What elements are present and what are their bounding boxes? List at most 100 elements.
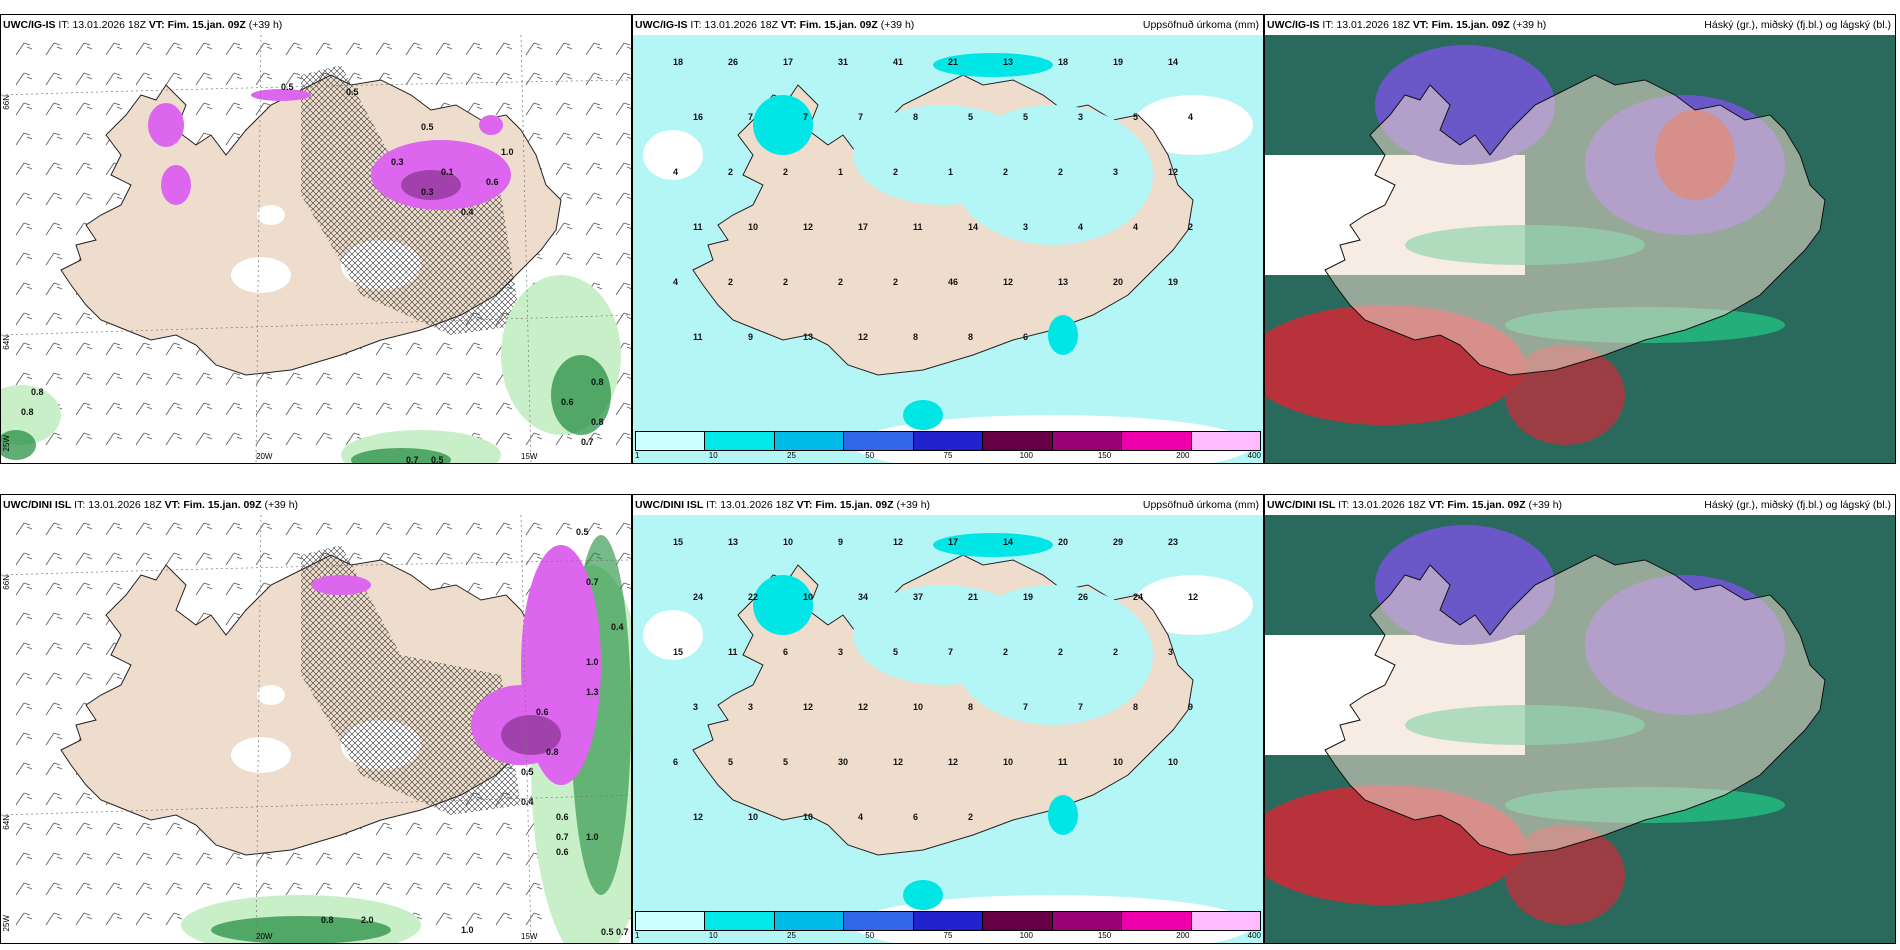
clear-area (1133, 575, 1253, 635)
precip-value: 4 (1188, 112, 1193, 122)
colorbar-tick: 100 (1019, 451, 1033, 460)
glacier (257, 685, 285, 705)
wind-barb (15, 42, 33, 56)
wind-barb (255, 552, 273, 566)
wind-barb (45, 642, 63, 656)
wind-barb (165, 432, 183, 446)
wind-barb (15, 642, 33, 656)
lat-label: 66N (2, 95, 11, 110)
vt-label: VT: (796, 499, 813, 511)
wind-barb (195, 582, 213, 596)
wind-barb (315, 402, 333, 416)
wind-barb (285, 882, 303, 896)
snow-value: 0.5 (601, 927, 614, 937)
precip-value: 2 (1003, 647, 1008, 657)
wind-barb (615, 102, 631, 116)
map-area: 0.5 0.5 0.5 0.3 0.1 0.3 0.6 1.0 0.4 0.8 0.8 0.8 0.6 0… (1, 35, 631, 463)
precip-value: 11 (1058, 757, 1068, 767)
precip-value: 8 (1133, 702, 1138, 712)
wind-barb (15, 192, 33, 206)
precip-value: 13 (1058, 277, 1068, 287)
precip-value: 3 (1078, 112, 1083, 122)
precip-value: 12 (1168, 167, 1178, 177)
lat-line (1, 794, 631, 816)
wind-barb (105, 192, 123, 206)
precip-value: 19 (1113, 57, 1123, 67)
wind-barb (45, 222, 63, 236)
snow-value: 0.4 (461, 207, 474, 217)
wind-barb (45, 852, 63, 866)
snow-value: 1.0 (461, 925, 474, 935)
lat-label: 64N (2, 335, 11, 350)
lon-label: 20W (256, 932, 273, 941)
wind-barb (525, 882, 543, 896)
wind-barb (15, 372, 33, 386)
colorbar-segment (774, 912, 845, 930)
panel-cloud-0: UWC/IG-IS IT: 13.01.2026 18Z VT: Fim. 15… (1264, 14, 1896, 464)
precip-value: 15 (673, 537, 683, 547)
it-value: 13.01.2026 18Z (720, 499, 794, 511)
precip-value: 3 (748, 702, 753, 712)
precip-value: 13 (803, 332, 813, 342)
it-label: IT: (690, 19, 702, 31)
wind-barb (15, 732, 33, 746)
wind-barb (135, 852, 153, 866)
colorbar-segment (1052, 432, 1123, 450)
wind-barb (225, 432, 243, 446)
wind-barb (105, 852, 123, 866)
wind-barb (105, 672, 123, 686)
wind-barb (435, 372, 453, 386)
wind-barb (105, 372, 123, 386)
lead-time: (+39 h) (1512, 19, 1547, 31)
wind-barb (225, 372, 243, 386)
wind-barb (375, 852, 393, 866)
snow-value: 0.8 (591, 377, 604, 387)
precip-value: 10 (803, 592, 813, 602)
wind-barb (195, 522, 213, 536)
wind-barb (75, 792, 93, 806)
wind-barb (45, 582, 63, 596)
wind-barb (15, 132, 33, 146)
model-name: UWC/IG-IS (1267, 19, 1320, 31)
wind-barb (345, 882, 363, 896)
wind-barb (375, 402, 393, 416)
lat-label: 25W (2, 915, 11, 932)
wind-barb (285, 372, 303, 386)
precip-value: 10 (783, 537, 793, 547)
panel-header: UWC/DINI ISL IT: 13.01.2026 18Z VT: Fim.… (1265, 495, 1895, 515)
precip-value: 12 (803, 702, 813, 712)
colorbar-tick: 25 (787, 451, 796, 460)
lat-line (1, 559, 631, 576)
wind-barb (435, 522, 453, 536)
wind-barb (15, 522, 33, 536)
wind-barb (555, 72, 573, 86)
precip-value: 9 (748, 332, 753, 342)
colorbar-tick: 1 (635, 931, 640, 940)
precip-cyan-area (1048, 315, 1078, 355)
wind-barb (315, 522, 333, 536)
wind-barb (225, 852, 243, 866)
colorbar-tick: 1 (635, 451, 640, 460)
vt-value: Fim. 15.jan. 09Z (1447, 499, 1526, 511)
wind-barb (315, 432, 333, 446)
wind-barb (285, 522, 303, 536)
wind-barb (165, 552, 183, 566)
snow-map: 0.50.70.41.01.30.60.80.50.40.60.7 1.00.62… (1, 515, 631, 943)
snow-area (501, 715, 561, 755)
precip-value: 7 (1023, 702, 1028, 712)
precip-cyan-area (1048, 795, 1078, 835)
cloud-map (1265, 35, 1895, 463)
wind-barb (555, 252, 573, 266)
wind-barb (45, 882, 63, 896)
wind-barb (165, 42, 183, 56)
wind-barb (435, 822, 453, 836)
wind-barb (525, 72, 543, 86)
wind-barb (585, 42, 603, 56)
vt-label: VT: (148, 19, 165, 31)
colorbar-segment (844, 432, 914, 450)
colorbar-segment (844, 912, 914, 930)
wind-barb (45, 72, 63, 86)
precip-light-area (853, 585, 1033, 685)
precip-value: 12 (693, 812, 703, 822)
wind-barb (135, 822, 153, 836)
